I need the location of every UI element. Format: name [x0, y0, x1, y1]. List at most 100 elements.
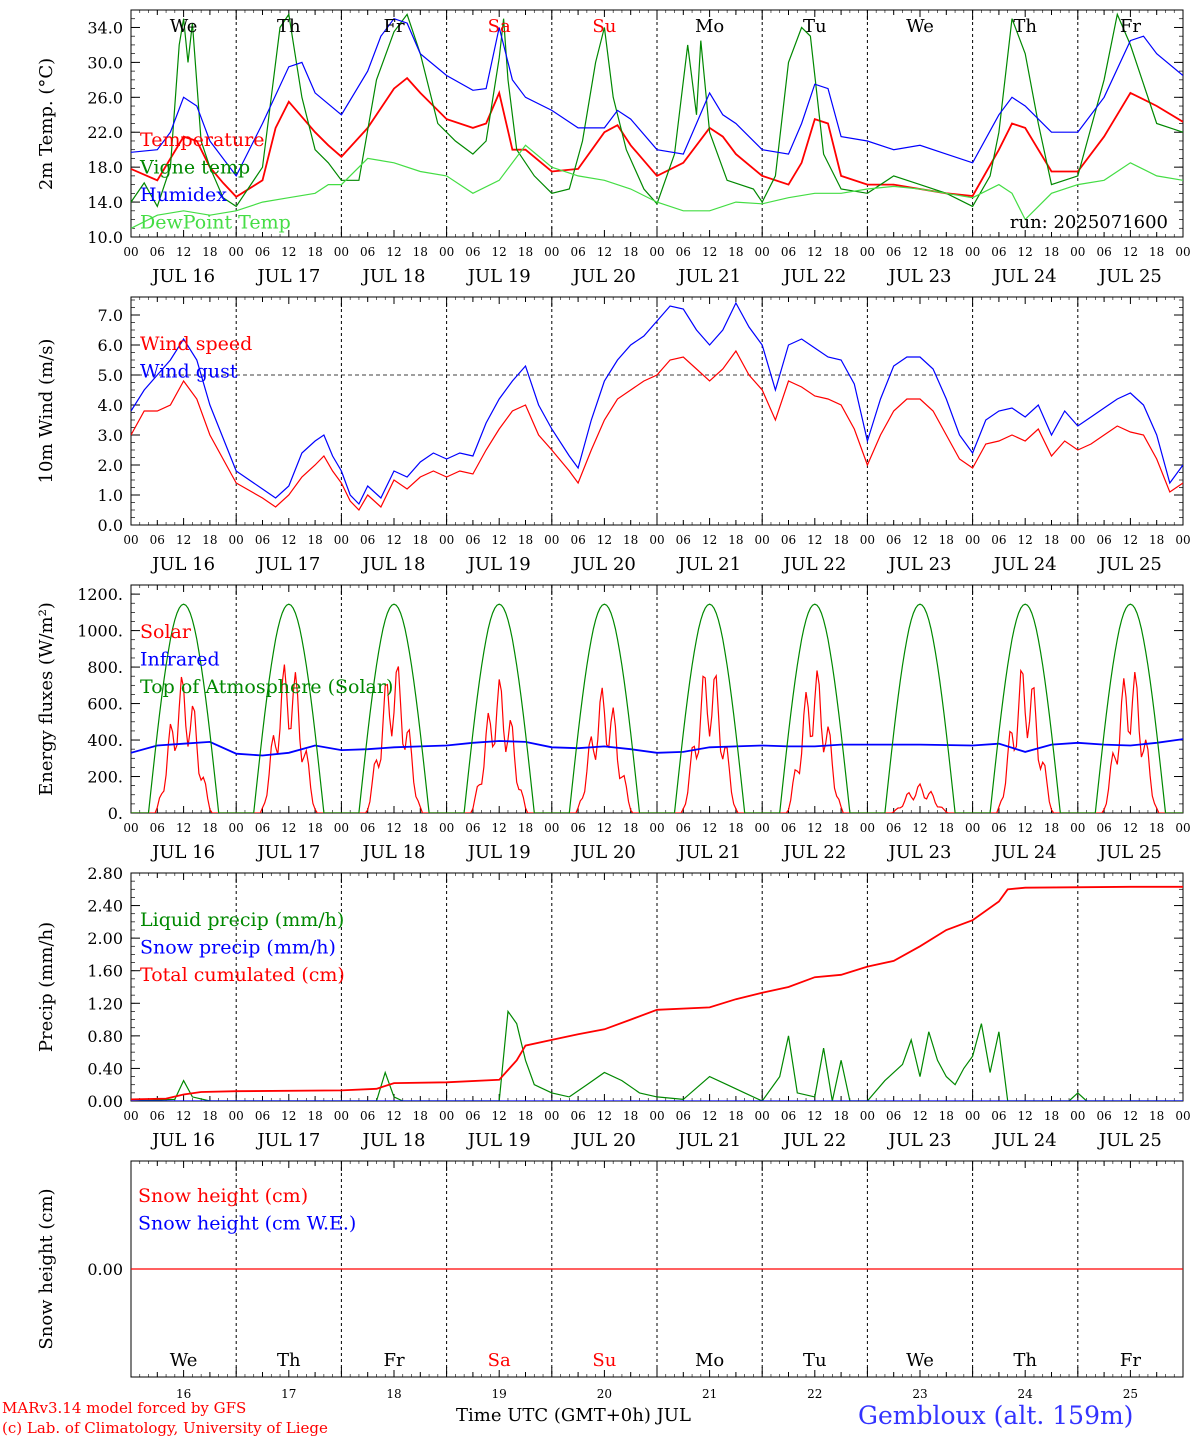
- y-tick-label: 4.0: [98, 396, 123, 415]
- hour-tick-label: 06: [781, 533, 796, 547]
- hour-tick-label: 06: [886, 533, 901, 547]
- series-group: [131, 603, 1183, 813]
- series-group: [131, 885, 1183, 1101]
- hour-tick-label: 12: [912, 821, 927, 835]
- hour-tick-label: 18: [307, 1109, 322, 1123]
- date-label: JUL 24: [992, 266, 1057, 287]
- series-line-humidex: [131, 17, 1183, 178]
- hour-tick-label: 06: [1096, 1109, 1111, 1123]
- hour-tick-label: 12: [597, 821, 612, 835]
- hour-tick-label: 00: [649, 821, 664, 835]
- day-number: 19: [492, 1387, 507, 1401]
- hour-tick-label: 00: [1070, 821, 1085, 835]
- hour-tick-label: 12: [281, 821, 296, 835]
- y-tick-label: 2.80: [87, 864, 123, 883]
- hour-tick-label: 06: [570, 1109, 585, 1123]
- legend-entry: Wind gust: [140, 361, 238, 383]
- day-name-bottom: Th: [1013, 1350, 1037, 1371]
- day-name-top: Th: [277, 16, 301, 37]
- hour-tick-label: 06: [360, 821, 375, 835]
- day-name-bottom: Fr: [1120, 1350, 1141, 1371]
- hour-tick-label: 06: [1096, 533, 1111, 547]
- hour-tick-label: 00: [755, 533, 770, 547]
- hour-tick-label: 00: [229, 533, 244, 547]
- hour-tick-label: 06: [676, 1109, 691, 1123]
- series-line-liquid-precip-mm-h: [131, 1009, 1183, 1101]
- hour-tick-label: 18: [307, 245, 322, 259]
- hour-tick-label: 00: [544, 533, 559, 547]
- hour-tick-label: 12: [176, 245, 191, 259]
- hour-tick-label: 06: [781, 245, 796, 259]
- date-label: JUL 18: [361, 554, 426, 575]
- day-name-bottom: Mo: [695, 1350, 724, 1371]
- date-label: JUL 20: [571, 554, 636, 575]
- day-name-top: Fr: [383, 16, 404, 37]
- hour-tick-label: 18: [623, 245, 638, 259]
- series-line-wind-speed: [131, 349, 1183, 511]
- hour-tick-label: 00: [229, 1109, 244, 1123]
- legend-entry: Total cumulated (cm): [140, 964, 345, 986]
- date-label: JUL 24: [992, 842, 1057, 863]
- legend-entry: DewPoint Temp: [140, 212, 291, 234]
- y-tick-label: 2.40: [87, 897, 123, 916]
- hour-tick-label: 00: [1175, 245, 1190, 259]
- date-label: JUL 16: [150, 266, 215, 287]
- y-axis-label: Snow height (cm): [36, 1188, 57, 1349]
- hour-tick-label: 06: [570, 533, 585, 547]
- date-label: JUL 18: [361, 1130, 426, 1151]
- y-tick-label: 200.: [87, 768, 123, 787]
- date-label: JUL 20: [571, 1130, 636, 1151]
- legend-entry: Infrared: [140, 649, 220, 671]
- time-axis-label: Time UTC (GMT+0h) JUL: [456, 1405, 691, 1426]
- hour-tick-label: 12: [807, 1109, 822, 1123]
- hour-tick-label: 06: [781, 1109, 796, 1123]
- hour-tick-label: 00: [755, 821, 770, 835]
- y-tick-label: 18.0: [87, 158, 123, 177]
- hour-tick-label: 12: [597, 245, 612, 259]
- y-axis-label: Precip (mm/h): [36, 922, 57, 1052]
- y-tick-label: 2.0: [98, 456, 123, 475]
- hour-tick-label: 12: [1018, 821, 1033, 835]
- day-name-bottom: We: [906, 1350, 934, 1371]
- hour-tick-label: 00: [439, 1109, 454, 1123]
- date-label: JUL 19: [466, 554, 531, 575]
- date-label: JUL 25: [1097, 554, 1162, 575]
- hour-tick-label: 00: [965, 1109, 980, 1123]
- hour-tick-label: 00: [123, 245, 138, 259]
- day-name-top: Tu: [803, 16, 827, 37]
- hour-tick-label: 00: [965, 821, 980, 835]
- y-tick-label: 0.80: [87, 1027, 123, 1046]
- date-label: JUL 16: [150, 554, 215, 575]
- hour-tick-label: 18: [518, 533, 533, 547]
- hour-tick-label: 00: [439, 245, 454, 259]
- date-label: JUL 19: [466, 1130, 531, 1151]
- hour-tick-label: 00: [334, 245, 349, 259]
- hour-tick-label: 18: [202, 1109, 217, 1123]
- series-line-top-of-atmosphere-solar: [131, 603, 1183, 813]
- hour-tick-label: 18: [202, 821, 217, 835]
- series-line-solar: [131, 664, 1183, 813]
- hour-tick-label: 12: [1018, 533, 1033, 547]
- hour-tick-label: 06: [465, 245, 480, 259]
- date-label: JUL 23: [887, 1130, 952, 1151]
- hour-tick-label: 18: [518, 245, 533, 259]
- hour-tick-label: 06: [255, 1109, 270, 1123]
- hour-tick-label: 18: [623, 533, 638, 547]
- hour-tick-label: 12: [1123, 821, 1138, 835]
- hour-tick-label: 06: [991, 821, 1006, 835]
- y-tick-label: 800.: [87, 658, 123, 677]
- day-number: 25: [1123, 1387, 1138, 1401]
- day-number: 20: [597, 1387, 612, 1401]
- legend-entry: Snow height (cm): [138, 1185, 308, 1207]
- hour-tick-label: 18: [307, 821, 322, 835]
- date-label: JUL 17: [255, 266, 320, 287]
- hour-tick-label: 12: [912, 245, 927, 259]
- date-label: JUL 23: [887, 266, 952, 287]
- hour-tick-label: 18: [413, 821, 428, 835]
- hour-tick-label: 00: [649, 533, 664, 547]
- hour-tick-label: 06: [255, 533, 270, 547]
- hour-tick-label: 00: [1175, 821, 1190, 835]
- hour-tick-label: 06: [150, 1109, 165, 1123]
- date-label: JUL 21: [676, 842, 741, 863]
- hour-tick-label: 00: [755, 245, 770, 259]
